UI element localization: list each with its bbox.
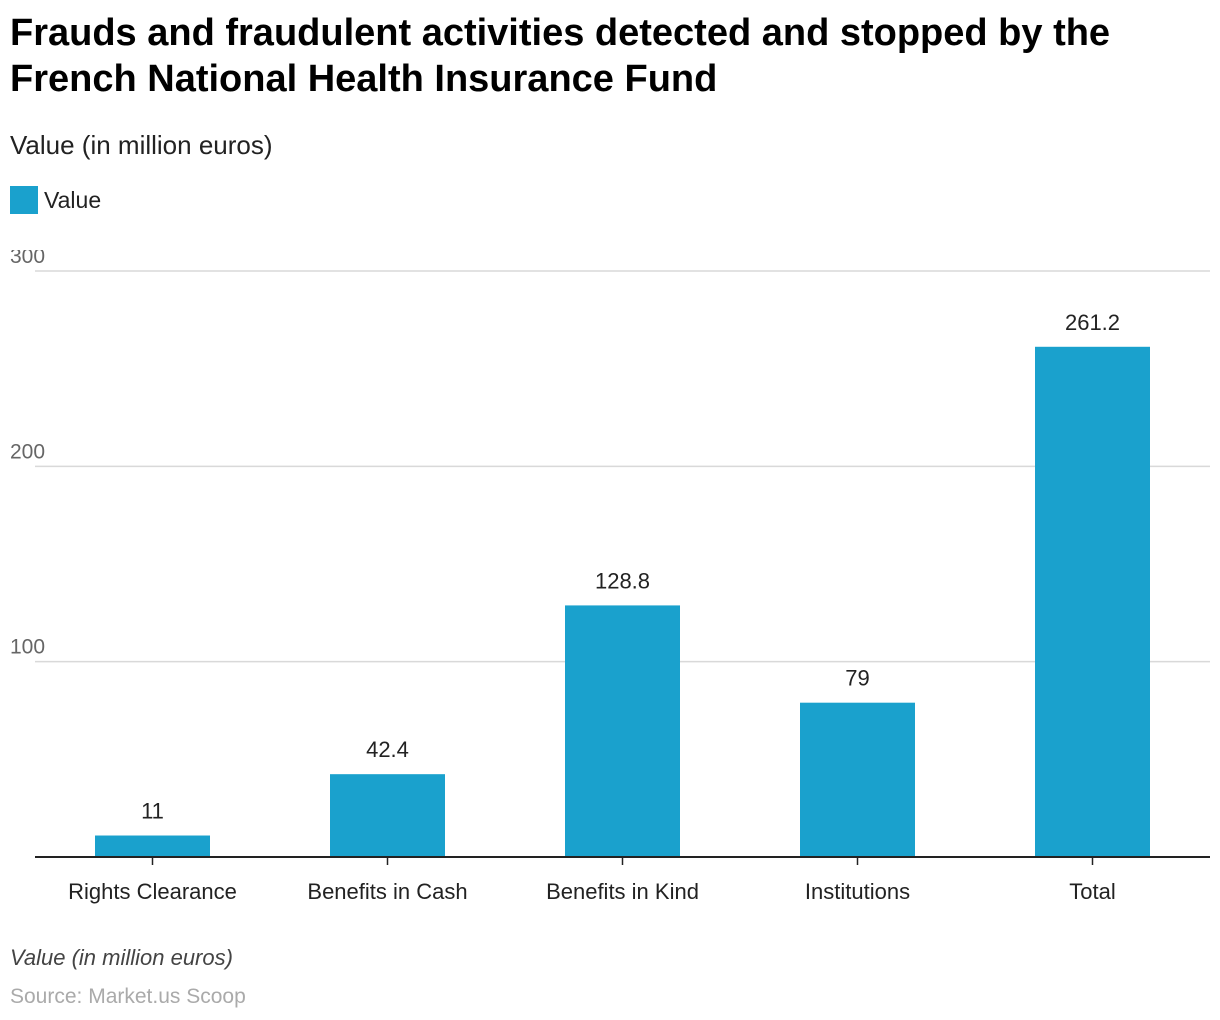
y-tick-label: 200 bbox=[10, 440, 45, 463]
bar bbox=[95, 835, 210, 857]
source-note: Source: Market.us Scoop bbox=[10, 985, 246, 1008]
x-tick-label: Institutions bbox=[805, 879, 910, 904]
x-axis bbox=[35, 856, 1210, 865]
data-label: 261.2 bbox=[1065, 310, 1120, 335]
x-tick-label: Total bbox=[1069, 879, 1115, 904]
legend: Value bbox=[10, 186, 101, 214]
grid-lines bbox=[35, 270, 1210, 663]
data-labels: 11 42.4 128.8 79 261.2 bbox=[141, 310, 1120, 824]
footnote: Value (in million euros) bbox=[10, 945, 233, 970]
bars bbox=[95, 346, 1150, 857]
chart-subtitle: Value (in million euros) bbox=[10, 130, 273, 160]
data-label: 128.8 bbox=[595, 568, 650, 593]
data-label: 79 bbox=[845, 666, 869, 691]
chart-title: Frauds and fraudulent activities detecte… bbox=[10, 12, 1111, 100]
data-label: 42.4 bbox=[366, 737, 409, 762]
bar bbox=[1035, 346, 1150, 857]
bar bbox=[800, 702, 915, 857]
bar bbox=[330, 774, 445, 857]
x-tick-label: Benefits in Cash bbox=[307, 879, 467, 904]
legend-swatch bbox=[10, 186, 38, 214]
bar bbox=[565, 605, 680, 857]
y-tick-labels: 100 200 300 bbox=[10, 250, 45, 659]
y-tick-label: 100 bbox=[10, 636, 45, 659]
legend-label: Value bbox=[44, 186, 102, 213]
x-tick-label: Benefits in Kind bbox=[546, 879, 699, 904]
x-tick-labels: Rights Clearance Benefits in Cash Benefits… bbox=[68, 879, 1116, 904]
x-tick-label: Rights Clearance bbox=[68, 879, 237, 904]
bar-chart: 100 200 300 11 42.4 128.8 79 261.2 Rights Clea… bbox=[10, 250, 1210, 904]
data-label: 11 bbox=[141, 799, 164, 824]
y-tick-label: 300 bbox=[10, 250, 45, 268]
